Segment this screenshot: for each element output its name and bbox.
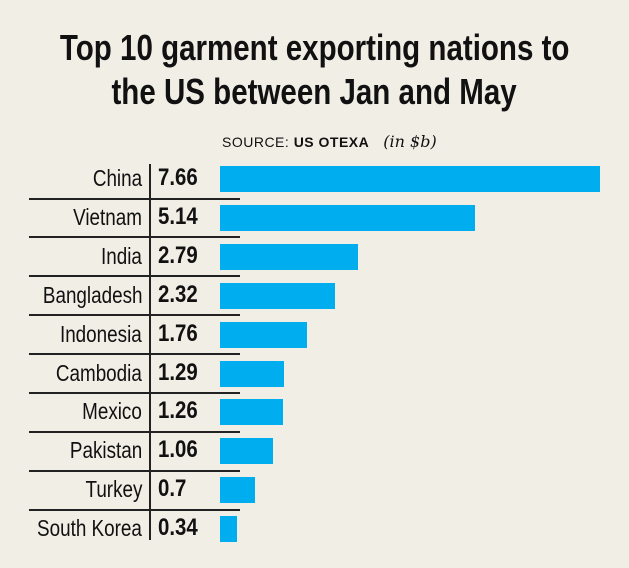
row-divider bbox=[29, 314, 240, 317]
unit-label: (in $b) bbox=[383, 132, 437, 151]
category-label: China bbox=[92, 165, 142, 191]
category-label: Cambodia bbox=[56, 359, 142, 386]
source-prefix: SOURCE: bbox=[222, 134, 290, 150]
row-divider bbox=[29, 469, 240, 472]
row-divider bbox=[29, 508, 240, 511]
value-label: 7.66 bbox=[158, 164, 198, 191]
bar-bangladesh bbox=[220, 282, 336, 309]
category-label: Bangladesh bbox=[42, 281, 142, 308]
value-label: 2.79 bbox=[158, 241, 198, 269]
category-label: Vietnam bbox=[73, 203, 142, 230]
category-label: Pakistan bbox=[69, 437, 142, 464]
bar-pakistan bbox=[220, 438, 273, 465]
value-label: 2.32 bbox=[158, 280, 198, 308]
category-label: Mexico bbox=[82, 398, 142, 425]
chart-title-line-2: the US between Jan and May bbox=[111, 71, 518, 112]
chart-title-line-1: Top 10 garment exporting nations to bbox=[59, 27, 570, 68]
category-label: India bbox=[101, 242, 142, 269]
bar-india bbox=[220, 243, 359, 270]
category-label: South Korea bbox=[37, 515, 142, 542]
value-label: 1.06 bbox=[158, 436, 198, 464]
axis-divider bbox=[149, 164, 151, 540]
bar-mexico bbox=[220, 399, 283, 426]
bar-vietnam bbox=[220, 204, 475, 231]
value-label: 0.7 bbox=[158, 475, 187, 503]
bar-indonesia bbox=[220, 321, 308, 348]
value-label: 0.34 bbox=[158, 514, 198, 542]
row-divider bbox=[29, 430, 240, 433]
bar-cambodia bbox=[220, 360, 284, 387]
row-divider bbox=[29, 275, 240, 278]
row-divider bbox=[29, 197, 240, 200]
row-divider bbox=[29, 353, 240, 356]
category-label: Indonesia bbox=[60, 320, 142, 347]
row-divider bbox=[29, 236, 240, 239]
source-name: US OTEXA bbox=[293, 134, 370, 150]
row-divider bbox=[29, 392, 240, 394]
bar-south-korea bbox=[220, 516, 237, 543]
value-label: 1.29 bbox=[158, 358, 198, 386]
bar-turkey bbox=[220, 477, 255, 504]
bar-china bbox=[220, 166, 600, 192]
value-label: 1.76 bbox=[158, 319, 198, 347]
value-label: 5.14 bbox=[158, 202, 198, 230]
category-label: Turkey bbox=[85, 476, 142, 503]
value-label: 1.26 bbox=[158, 397, 198, 425]
source-note: SOURCE: US OTEXA (in $b) bbox=[222, 132, 437, 151]
